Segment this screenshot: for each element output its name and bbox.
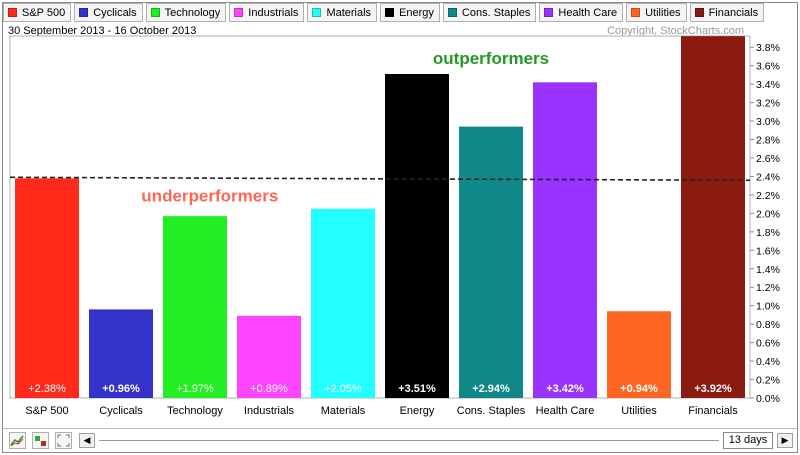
bar-chart: +2.38% S&P 500 +0.96% Cyclicals +1.97% Techno… — [9, 35, 780, 417]
x-tick-label: Energy — [400, 405, 435, 417]
y-tick-label: 3.6% — [756, 61, 780, 73]
legend-swatch — [544, 8, 554, 17]
x-tick-label: Technology — [167, 405, 223, 417]
legend-label: Industrials — [248, 6, 299, 19]
legend-label: Technology — [164, 6, 221, 19]
bar-value-label: +0.96% — [102, 383, 140, 395]
fullscreen-icon[interactable] — [55, 432, 72, 449]
y-tick-label: 0.4% — [756, 356, 780, 368]
bar — [385, 74, 449, 398]
period-selector[interactable]: 13 days — [723, 432, 773, 449]
x-tick-label: Cons. Staples — [457, 405, 526, 417]
legend-item[interactable]: Technology — [145, 3, 227, 22]
legend-swatch — [631, 8, 641, 17]
scroll-right-button[interactable]: ▶ — [777, 433, 793, 448]
bar-value-label: +2.38% — [28, 383, 66, 395]
y-tick-label: 3.8% — [756, 42, 780, 54]
legend-swatch — [447, 8, 457, 17]
x-tick-label: Financials — [688, 405, 738, 417]
bar-value-label: +3.42% — [546, 383, 584, 395]
legend-label: S&P 500 — [22, 6, 66, 19]
legend-item[interactable]: Cyclicals — [74, 3, 143, 22]
bar — [311, 208, 375, 398]
legend-item[interactable]: Energy — [380, 3, 440, 22]
plot-area — [9, 35, 751, 399]
bar-value-label: +0.89% — [250, 383, 288, 395]
legend-label: Utilities — [645, 6, 681, 19]
bar-value-label: +0.94% — [620, 383, 658, 395]
x-tick-label: Utilities — [621, 405, 657, 417]
legend-swatch — [312, 8, 322, 17]
y-tick-label: 0.2% — [756, 375, 780, 387]
y-tick-label: 1.8% — [756, 227, 780, 239]
y-tick-label: 2.4% — [756, 171, 780, 183]
legend-swatch — [150, 8, 160, 17]
scroll-left-button[interactable]: ◀ — [79, 433, 95, 448]
y-tick-label: 3.0% — [756, 116, 780, 128]
y-tick-label: 2.6% — [756, 153, 780, 165]
scroll-track[interactable] — [99, 440, 719, 441]
legend-swatch — [8, 8, 17, 17]
legend-item[interactable]: Materials — [307, 3, 378, 22]
y-tick-label: 3.4% — [756, 79, 780, 91]
x-tick-label: S&P 500 — [25, 405, 68, 417]
bar — [237, 315, 301, 398]
date-range: 30 September 2013 - 16 October 2013 — [8, 25, 197, 37]
y-tick-label: 2.0% — [756, 208, 780, 220]
bar-value-label: +2.05% — [324, 383, 362, 395]
bar — [459, 126, 523, 398]
reference-line — [9, 176, 751, 182]
bar — [89, 309, 153, 398]
legend-label: Health Care — [558, 6, 618, 19]
bar-value-label: +3.92% — [694, 383, 732, 395]
legend-item[interactable]: S&P 500 — [3, 3, 72, 22]
x-tick-label: Industrials — [244, 405, 295, 417]
legend-swatch — [234, 8, 244, 17]
x-tick-label: Materials — [321, 405, 366, 417]
legend-item[interactable]: Cons. Staples — [442, 3, 537, 22]
y-tick-label: 1.0% — [756, 301, 780, 313]
bar — [163, 216, 227, 398]
legend-item[interactable]: Health Care — [539, 3, 624, 22]
x-tick-label: Health Care — [536, 405, 595, 417]
legend-swatch — [694, 8, 704, 17]
legend-swatch — [385, 8, 395, 17]
bar-value-label: +1.97% — [176, 383, 214, 395]
y-tick-label: 1.2% — [756, 282, 780, 294]
annotation: underperformers — [141, 186, 278, 205]
bar — [681, 36, 745, 399]
copyright-text: Copyright, StockCharts.com — [607, 25, 744, 37]
y-tick-label: 2.2% — [756, 190, 780, 202]
legend-label: Energy — [399, 6, 434, 19]
bar-value-label: +2.94% — [472, 383, 510, 395]
legend-swatch — [79, 8, 89, 17]
bar — [533, 82, 597, 399]
bar-chart-icon[interactable] — [32, 432, 49, 449]
legend-item[interactable]: Financials — [689, 3, 765, 22]
legend-label: Financials — [708, 6, 759, 19]
y-tick-label: 0.6% — [756, 338, 780, 350]
legend-label: Materials — [326, 6, 372, 19]
y-tick-label: 0.0% — [756, 393, 780, 405]
y-tick-label: 1.4% — [756, 264, 780, 276]
bar — [15, 178, 79, 398]
legend-item[interactable]: Industrials — [229, 3, 305, 22]
bar — [607, 311, 671, 398]
legend: S&P 500 Cyclicals Technology Industrials Mat… — [3, 3, 797, 22]
legend-item[interactable]: Utilities — [626, 3, 687, 22]
y-tick-label: 0.8% — [756, 319, 780, 331]
y-tick-label: 2.8% — [756, 135, 780, 147]
bar-value-label: +3.51% — [398, 383, 436, 395]
x-tick-label: Cyclicals — [99, 405, 143, 417]
legend-label: Cons. Staples — [461, 6, 531, 19]
bottom-toolbar: ◀ 13 days ▶ — [3, 428, 797, 451]
y-tick-label: 1.6% — [756, 245, 780, 257]
y-tick-label: 3.2% — [756, 98, 780, 110]
legend-label: Cyclicals — [93, 6, 137, 19]
line-chart-icon[interactable] — [9, 432, 26, 449]
annotation: outperformers — [433, 49, 549, 68]
